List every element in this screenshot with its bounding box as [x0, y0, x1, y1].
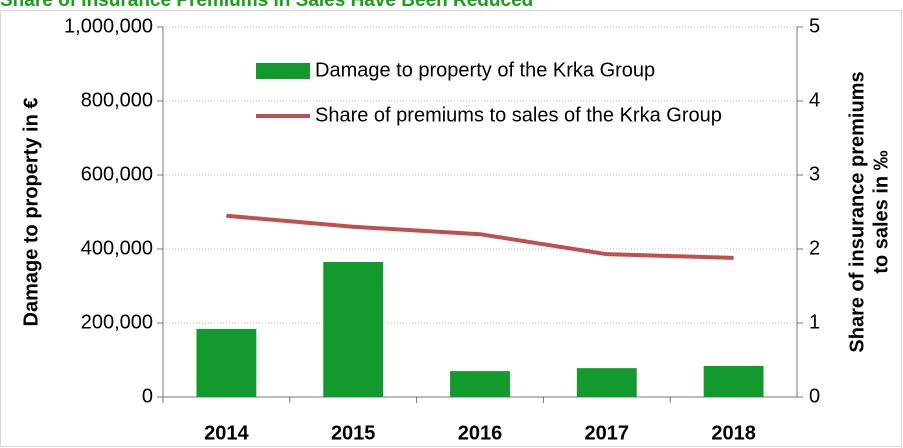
legend-label: Damage to property of the Krka Group	[315, 59, 655, 81]
bar	[450, 371, 510, 397]
x-tick-label: 2014	[204, 422, 249, 444]
legend-swatch	[256, 63, 310, 79]
legend-label: Share of premiums to sales of the Krka G…	[315, 104, 722, 126]
y2-tick-label: 5	[809, 15, 820, 37]
bar	[703, 365, 764, 397]
bar	[196, 328, 257, 397]
y-tick-label: 0	[142, 385, 153, 407]
x-tick-label: 2017	[585, 422, 630, 444]
y-axis-title: Damage to property in €	[20, 98, 42, 327]
x-tick-label: 2015	[331, 422, 376, 444]
line	[226, 213, 734, 260]
y2-tick-label: 1	[809, 311, 820, 333]
x-tick-label: 2018	[711, 422, 756, 444]
y2-axis-title: Share of insurance premiums	[846, 71, 868, 352]
y-tick-label: 1,000,000	[64, 15, 153, 37]
chart-border	[0, 10, 902, 447]
bar	[323, 261, 384, 397]
y-tick-label: 600,000	[81, 163, 153, 185]
y2-tick-label: 4	[809, 89, 820, 111]
y-tick-label: 400,000	[81, 237, 153, 259]
y-tick-label: 200,000	[81, 311, 153, 333]
y2-tick-label: 2	[809, 237, 820, 259]
y-tick-label: 800,000	[81, 89, 153, 111]
x-tick-label: 2016	[458, 422, 503, 444]
y2-axis-title: to sales in ‰	[870, 150, 892, 273]
y2-tick-label: 0	[809, 385, 820, 407]
chart-title: Share of Insurance Premiums in Sales Hav…	[0, 0, 533, 11]
bar	[576, 368, 637, 397]
y2-tick-label: 3	[809, 163, 820, 185]
